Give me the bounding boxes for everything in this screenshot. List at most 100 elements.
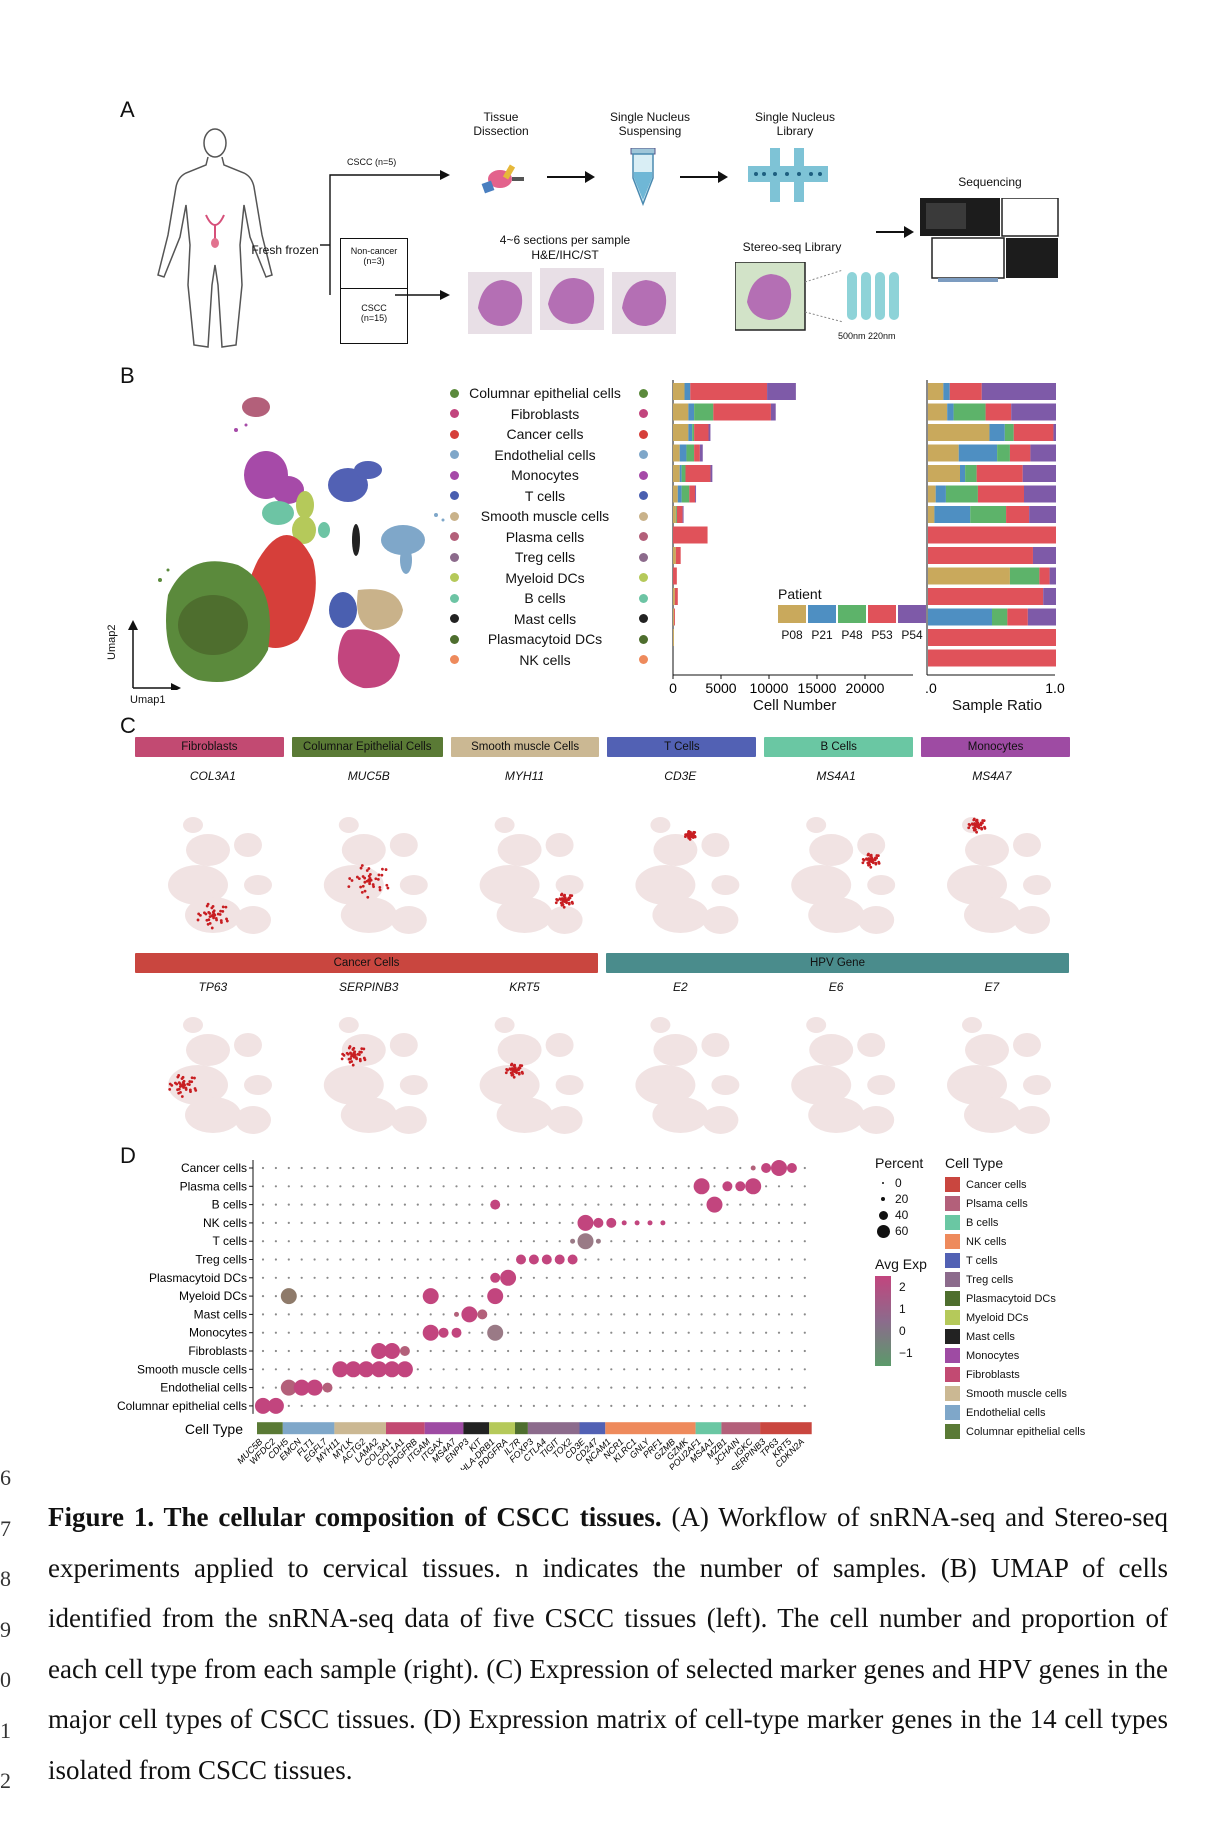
dot <box>416 1221 419 1224</box>
dot <box>313 1276 316 1279</box>
dot <box>803 1258 806 1261</box>
percent-legend-item: 0 <box>875 1175 923 1191</box>
dot <box>610 1295 613 1298</box>
dot <box>803 1313 806 1316</box>
dot <box>274 1258 277 1261</box>
dot <box>726 1166 729 1170</box>
legend-item: T cells <box>450 486 648 507</box>
dot <box>442 1349 445 1353</box>
dot <box>378 1404 381 1407</box>
dot <box>461 1306 478 1323</box>
dot <box>713 1166 716 1170</box>
dot <box>442 1368 445 1371</box>
cell-type-bar-segment <box>257 1422 283 1435</box>
dot <box>726 1258 729 1261</box>
bar-segment <box>928 506 935 523</box>
bar-segment <box>928 526 1056 544</box>
dot <box>326 1221 329 1224</box>
dot <box>322 1382 333 1393</box>
bar-segment <box>1027 608 1056 626</box>
dotplot-axis-title: Cell Type <box>185 1421 243 1437</box>
dot <box>519 1276 523 1279</box>
bar-segment <box>673 424 689 441</box>
dot <box>777 1276 781 1279</box>
cell-type-bar-segment <box>721 1422 761 1435</box>
cell-number-axis-label: Cell Number <box>753 697 837 714</box>
sequencing-label: Sequencing <box>958 175 1022 189</box>
dot <box>636 1240 639 1243</box>
dot <box>597 1349 600 1353</box>
dot <box>713 1276 716 1279</box>
cell-type-label: T cells <box>966 1254 998 1267</box>
dot <box>261 1349 265 1353</box>
dot <box>739 1313 742 1316</box>
dot <box>468 1166 471 1170</box>
dot <box>442 1276 445 1279</box>
gene-label: MS4A7 <box>972 769 1012 783</box>
dot <box>803 1166 806 1170</box>
dot <box>313 1368 316 1371</box>
dot <box>558 1221 561 1224</box>
percent-value: 0 <box>895 1176 902 1190</box>
patient-legend-item: P48 <box>838 605 866 642</box>
dot <box>558 1386 561 1389</box>
cell-type-bar-segment <box>579 1422 606 1435</box>
dot <box>648 1404 652 1407</box>
dot <box>378 1203 381 1206</box>
percent-legend-item: 60 <box>875 1223 923 1239</box>
dot <box>532 1203 535 1206</box>
dot <box>261 1258 265 1261</box>
dot <box>674 1240 677 1243</box>
cscc-n15-label: CSCC (n=15) <box>360 303 388 323</box>
legend-label: Fibroblasts <box>510 405 580 422</box>
dot <box>674 1313 677 1316</box>
legend-dot <box>450 634 459 644</box>
dot <box>777 1349 781 1353</box>
dot <box>726 1404 729 1407</box>
dot <box>571 1221 574 1224</box>
dot <box>597 1258 600 1261</box>
tick-label: 0 <box>669 680 677 696</box>
dot <box>429 1203 432 1206</box>
dot <box>516 1254 526 1265</box>
dot <box>339 1185 342 1188</box>
dot <box>326 1258 329 1261</box>
legend-dot <box>450 450 459 460</box>
dot <box>636 1404 639 1407</box>
dot <box>313 1349 316 1353</box>
cell-type-label: Mast cells <box>966 1330 1015 1343</box>
patient-legend: Patient P08 P21 P48 P53 P54 <box>778 586 928 642</box>
gene-label: E7 <box>984 980 1000 994</box>
bar-segment <box>997 444 1010 462</box>
line-number: 6 <box>0 1465 11 1490</box>
dot <box>438 1327 449 1338</box>
bar-segment <box>688 403 695 421</box>
feature-umap <box>168 1017 272 1134</box>
cell-type-swatch <box>945 1272 960 1287</box>
dot <box>365 1240 368 1243</box>
dot <box>378 1240 381 1243</box>
dot <box>532 1240 535 1243</box>
dot <box>532 1166 535 1170</box>
dot <box>636 1258 639 1261</box>
dot <box>713 1258 716 1261</box>
bar-segment <box>673 403 689 421</box>
dotplot-row-label: Endothelial cells <box>160 1381 247 1395</box>
dot <box>313 1203 316 1206</box>
dot <box>584 1185 587 1188</box>
dot <box>352 1331 355 1334</box>
dot <box>455 1295 458 1298</box>
dot <box>532 1331 535 1334</box>
dot <box>494 1240 497 1243</box>
dot <box>455 1258 458 1261</box>
dot <box>494 1258 497 1261</box>
dot <box>416 1240 419 1243</box>
dot <box>519 1368 523 1371</box>
dot <box>378 1386 381 1389</box>
dot <box>468 1203 471 1206</box>
dot <box>739 1295 742 1298</box>
dot <box>541 1254 552 1265</box>
dot <box>339 1221 342 1224</box>
dotplot-row-label: Columnar epithelial cells <box>117 1399 247 1413</box>
dot <box>261 1313 265 1316</box>
